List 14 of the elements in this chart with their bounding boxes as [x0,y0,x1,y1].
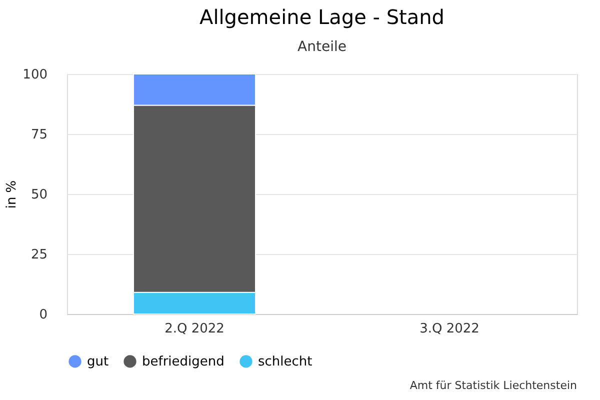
legend-label: schlecht [258,354,312,370]
legend-label: gut [87,354,109,370]
y-tick-label: 0 [39,308,48,322]
x-tick-label: 2.Q 2022 [164,322,224,336]
chart-title: Allgemeine Lage - Stand [200,5,444,29]
legend-label: befriedigend [142,354,224,370]
y-tick-label: 75 [30,128,48,142]
y-tick-label: 25 [30,248,48,262]
text: Amt für Statistik Liechtenstein [410,379,578,392]
y-tick-label: 50 [30,188,48,202]
y-axis-title: in % [4,180,20,209]
y-tick-label: 100 [22,68,48,82]
chart-subtitle: Anteile [298,39,346,55]
x-tick-label: 3.Q 2022 [420,322,480,336]
